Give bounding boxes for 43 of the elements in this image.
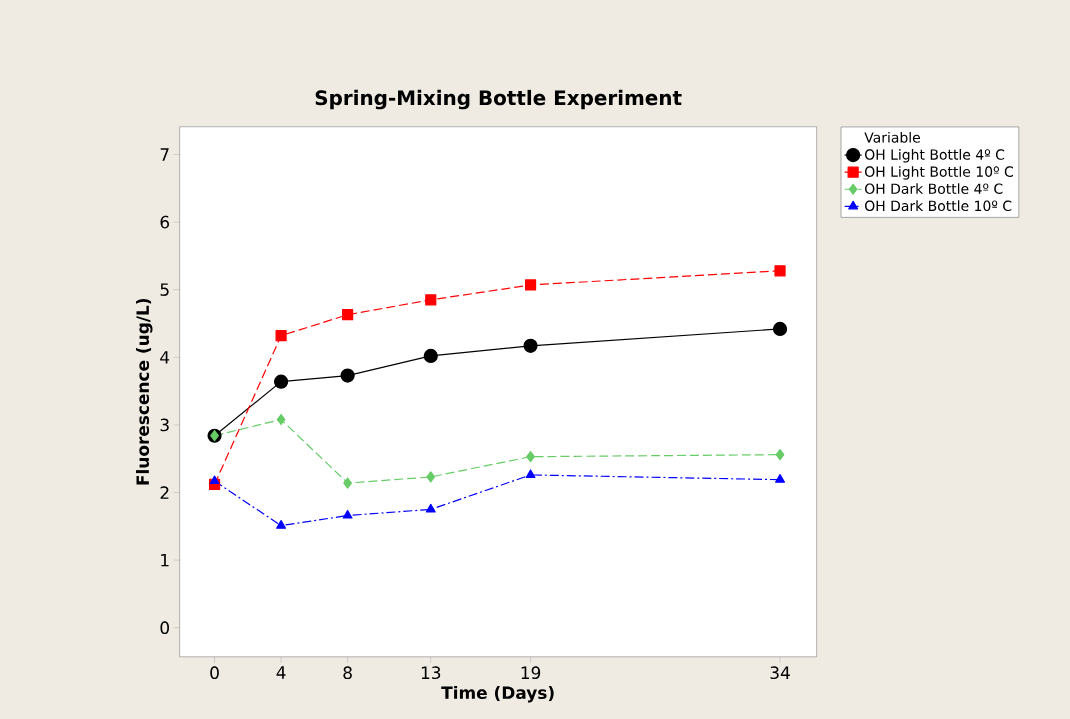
legend-label: OH Dark Bottle 10º C — [865, 200, 1012, 212]
point — [342, 309, 354, 321]
point — [775, 474, 785, 483]
legend-label: OH Dark Bottle 4º C — [865, 183, 1003, 195]
point — [775, 449, 785, 461]
x-tick-label: 0 — [210, 666, 219, 680]
point — [340, 368, 355, 383]
point — [524, 279, 537, 291]
point — [425, 503, 436, 513]
legend-title: Variable — [864, 131, 920, 143]
x-tick-label: 34 — [770, 666, 790, 680]
x-tick-label: 13 — [421, 666, 441, 680]
point — [425, 294, 437, 306]
chart-title: Spring-Mixing Bottle Experiment — [315, 89, 682, 110]
point — [772, 321, 788, 337]
point — [276, 413, 286, 426]
y-tick-label: 1 — [161, 553, 169, 567]
legend-label: OH Light Bottle 10º C — [865, 166, 1014, 180]
x-tick-label: 4 — [276, 666, 286, 679]
point — [774, 265, 786, 277]
point — [342, 509, 353, 519]
y-tick-label: 7 — [160, 148, 169, 161]
point — [525, 469, 536, 479]
y-axis-title: Fluorescence (ug/L) — [135, 298, 153, 485]
y-tick-label: 2 — [160, 486, 169, 499]
x-tick-label: 19 — [521, 666, 541, 680]
y-tick-label: 4 — [160, 351, 170, 364]
y-tick-label: 0 — [160, 621, 169, 635]
point — [526, 451, 535, 463]
point — [209, 475, 220, 485]
y-tick-label: 5 — [160, 283, 169, 296]
point — [275, 330, 287, 342]
legend-label: OH Light Bottle 4º C — [865, 149, 1005, 163]
point — [523, 338, 538, 353]
x-tick-label: 8 — [343, 666, 352, 680]
x-axis-title: Time (Days) — [441, 685, 554, 703]
point — [276, 520, 287, 529]
point — [426, 471, 436, 483]
point — [343, 477, 352, 489]
y-tick-label: 3 — [160, 418, 169, 432]
point — [423, 348, 438, 364]
y-tick-label: 6 — [160, 215, 170, 229]
point — [273, 374, 289, 389]
